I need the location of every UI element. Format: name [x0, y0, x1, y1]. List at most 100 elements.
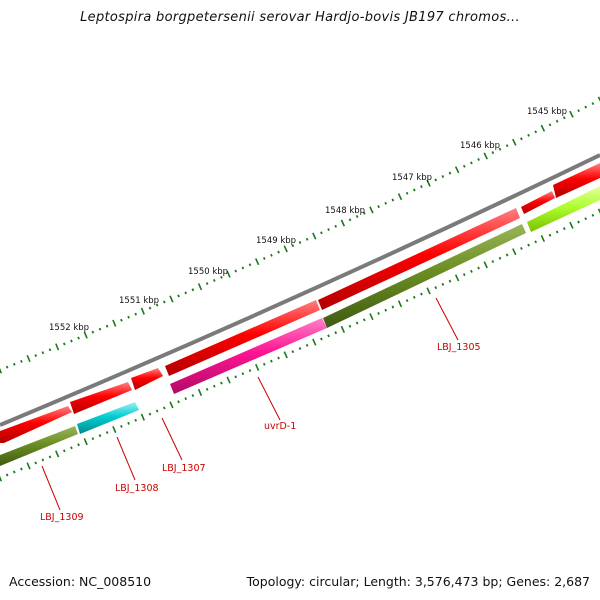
ruler-minor-tick [220, 275, 223, 279]
cds-feature[interactable] [0, 406, 72, 443]
ruler-major-tick [83, 438, 88, 446]
ruler-minor-tick [291, 350, 295, 354]
ruler-major-tick [283, 351, 288, 359]
ruler-minor-tick [584, 217, 588, 221]
ruler-minor-tick [420, 292, 423, 296]
ruler-major-tick [512, 138, 517, 146]
ruler-label: 1547 kbp [392, 173, 432, 183]
ruler-minor-tick [134, 312, 138, 316]
ruler-minor-tick [555, 230, 559, 234]
ruler-label: 1546 kbp [460, 141, 500, 151]
ruler-minor-tick [48, 455, 52, 459]
ruler-minor-tick [205, 387, 209, 391]
gene-uvrd-1[interactable] [170, 318, 327, 394]
ruler-minor-tick [212, 278, 216, 282]
ruler-label: 1552 kbp [49, 323, 89, 333]
plus-strand-features [0, 163, 600, 443]
ruler-major-tick [569, 221, 574, 229]
ruler-minor-tick [412, 295, 416, 299]
ruler-label: 1551 kbp [119, 296, 159, 306]
ruler-minor-tick [498, 147, 502, 151]
ruler-major-tick [454, 274, 460, 282]
cds-feature[interactable] [165, 300, 320, 376]
ruler-minor-tick [91, 330, 95, 334]
ruler-minor-tick [520, 137, 523, 141]
ruler-minor-tick [441, 175, 445, 178]
ruler-minor-tick [448, 279, 452, 283]
ruler-major-tick [55, 450, 60, 458]
ruler-minor-tick [5, 473, 9, 477]
ruler-minor-tick [77, 336, 80, 340]
ruler-minor-tick [377, 205, 380, 209]
ruler-major-tick [0, 475, 3, 482]
ruler-minor-tick [584, 105, 588, 109]
ruler-minor-tick [477, 266, 480, 270]
ruler-minor-tick [505, 253, 509, 257]
inner-ruler [0, 208, 600, 482]
ruler-minor-tick [205, 282, 209, 286]
ruler-minor-tick [20, 359, 23, 363]
ruler-major-tick [169, 295, 174, 303]
ruler-minor-tick [127, 421, 130, 425]
ruler-minor-tick [434, 178, 438, 182]
cds-feature[interactable] [131, 368, 163, 390]
gene-lbj-1309[interactable] [0, 426, 78, 466]
ruler-minor-tick [348, 218, 352, 222]
cds-feature[interactable] [521, 191, 555, 214]
ruler-minor-tick [177, 294, 180, 298]
genome-summary: Topology: circular; Length: 3,576,473 bp… [246, 574, 590, 589]
ruler-major-tick [540, 235, 546, 243]
ruler-minor-tick [405, 299, 409, 303]
minus-strand-features [0, 186, 600, 466]
ruler-minor-tick [305, 237, 309, 241]
ruler-minor-tick [391, 305, 395, 309]
ruler-minor-tick [534, 240, 538, 244]
ruler-minor-tick [34, 461, 38, 465]
ruler-minor-tick [248, 369, 252, 373]
ruler-minor-tick [148, 412, 152, 416]
ruler-major-tick [369, 313, 374, 321]
ruler-minor-tick [291, 244, 295, 248]
ruler-minor-tick [105, 431, 109, 435]
ruler-minor-tick [162, 300, 166, 304]
ruler-label: 1545 kbp [527, 107, 567, 117]
gene-label: LBJ_1307 [162, 463, 206, 474]
ruler-major-tick [312, 232, 317, 240]
ruler-major-tick [0, 367, 3, 374]
ruler-major-tick [112, 425, 117, 434]
ruler-major-tick [197, 283, 203, 291]
gene-leader-lines [41, 297, 459, 511]
ruler-minor-tick [212, 384, 216, 388]
ruler-minor-tick [412, 188, 416, 192]
gene-lbj-1305[interactable] [323, 224, 526, 328]
ruler-major-tick [255, 363, 260, 371]
ruler-minor-tick [555, 119, 559, 123]
cds-feature[interactable] [318, 208, 520, 310]
ruler-minor-tick [248, 263, 252, 267]
ruler-minor-tick [498, 256, 502, 260]
ruler-minor-tick [162, 406, 166, 410]
ruler-minor-tick [327, 228, 330, 232]
ruler-minor-tick [91, 437, 95, 441]
gene-lime[interactable] [527, 186, 600, 232]
ruler-major-tick [540, 124, 546, 132]
ruler-minor-tick [191, 288, 195, 292]
ruler-minor-tick [505, 144, 509, 148]
ruler-minor-tick [362, 211, 366, 215]
ruler-minor-tick [591, 102, 595, 106]
gene-lbj-1308[interactable] [77, 402, 139, 434]
cds-feature[interactable] [70, 382, 132, 414]
ruler-minor-tick [562, 227, 566, 231]
ruler-major-tick [254, 258, 260, 266]
ruler-minor-tick [527, 133, 530, 137]
ruler-minor-tick [98, 434, 102, 438]
gene-label: uvrD-1 [264, 421, 296, 432]
ruler-major-tick [112, 319, 117, 327]
cds-feature[interactable] [553, 163, 600, 198]
ruler-minor-tick [5, 365, 9, 369]
ruler-minor-tick [377, 311, 380, 315]
ruler-minor-tick [277, 250, 280, 254]
ruler-minor-tick [591, 213, 595, 217]
accession-label: Accession: NC_008510 [9, 574, 152, 589]
